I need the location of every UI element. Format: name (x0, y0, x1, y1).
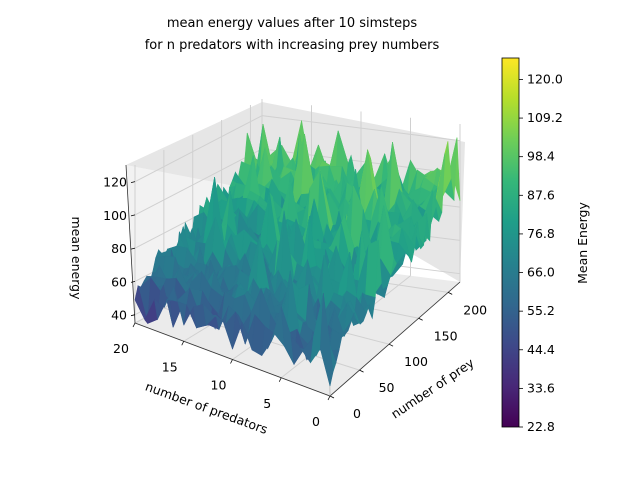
z-tick-label: 80 (111, 241, 127, 256)
z-axis-ticks: 40 60 80 100 120 (103, 175, 136, 323)
colorbar-tick-label: 87.6 (527, 187, 555, 202)
x-tick-label: 0 (312, 414, 320, 429)
y-tick-label: 50 (379, 380, 395, 395)
colorbar-tick-label: 22.8 (527, 419, 555, 434)
x-tick-label: 5 (263, 396, 271, 411)
x-tick-label: 10 (211, 378, 227, 393)
energy-surface (134, 120, 461, 387)
x-tick-label: 20 (113, 341, 129, 356)
x-tick-label: 15 (162, 359, 178, 374)
z-tick-label: 120 (103, 175, 127, 190)
y-tick-label: 0 (353, 406, 361, 421)
colorbar-gradient (501, 57, 520, 428)
colorbar-tick-label: 76.8 (527, 226, 555, 241)
chart-title-line-1: mean energy values after 10 simsteps (167, 16, 418, 31)
colorbar-tick-label: 109.2 (527, 110, 563, 125)
colorbar-label: Mean Energy (575, 202, 590, 284)
surface-patch (319, 293, 334, 387)
z-tick-label: 60 (111, 274, 127, 289)
y-tick-label: 200 (463, 302, 487, 317)
colorbar-tick-label: 98.4 (527, 149, 555, 164)
colorbar-tick-label: 33.6 (527, 380, 555, 395)
y-axis-ticks: 0 50 100 150 200 (329, 292, 487, 421)
x-axis-ticks: 0 5 10 15 20 (113, 322, 331, 429)
colorbar-tick-label: 44.4 (527, 342, 555, 357)
colorbar-tick-label: 66.0 (527, 265, 555, 280)
y-axis-label: number of prey (388, 355, 477, 422)
colorbar-tick-label: 120.0 (527, 71, 563, 86)
colorbar-ticks: 22.8 33.6 44.4 55.2 66.0 76.8 87.6 98.4 109.2 120… (519, 71, 563, 434)
y-tick-label: 100 (404, 354, 428, 369)
z-tick-label: 100 (103, 208, 127, 223)
chart-title-line-2: for n predators with increasing prey num… (145, 38, 440, 53)
z-axis-label: mean energy (69, 217, 84, 301)
z-tick-label: 40 (111, 308, 127, 323)
y-tick-label: 150 (434, 328, 458, 343)
colorbar: 22.8 33.6 44.4 55.2 66.0 76.8 87.6 98.4 109.2 120… (501, 57, 590, 434)
x-axis-label: number of predators (143, 379, 269, 437)
colorbar-tick-label: 55.2 (527, 303, 555, 318)
